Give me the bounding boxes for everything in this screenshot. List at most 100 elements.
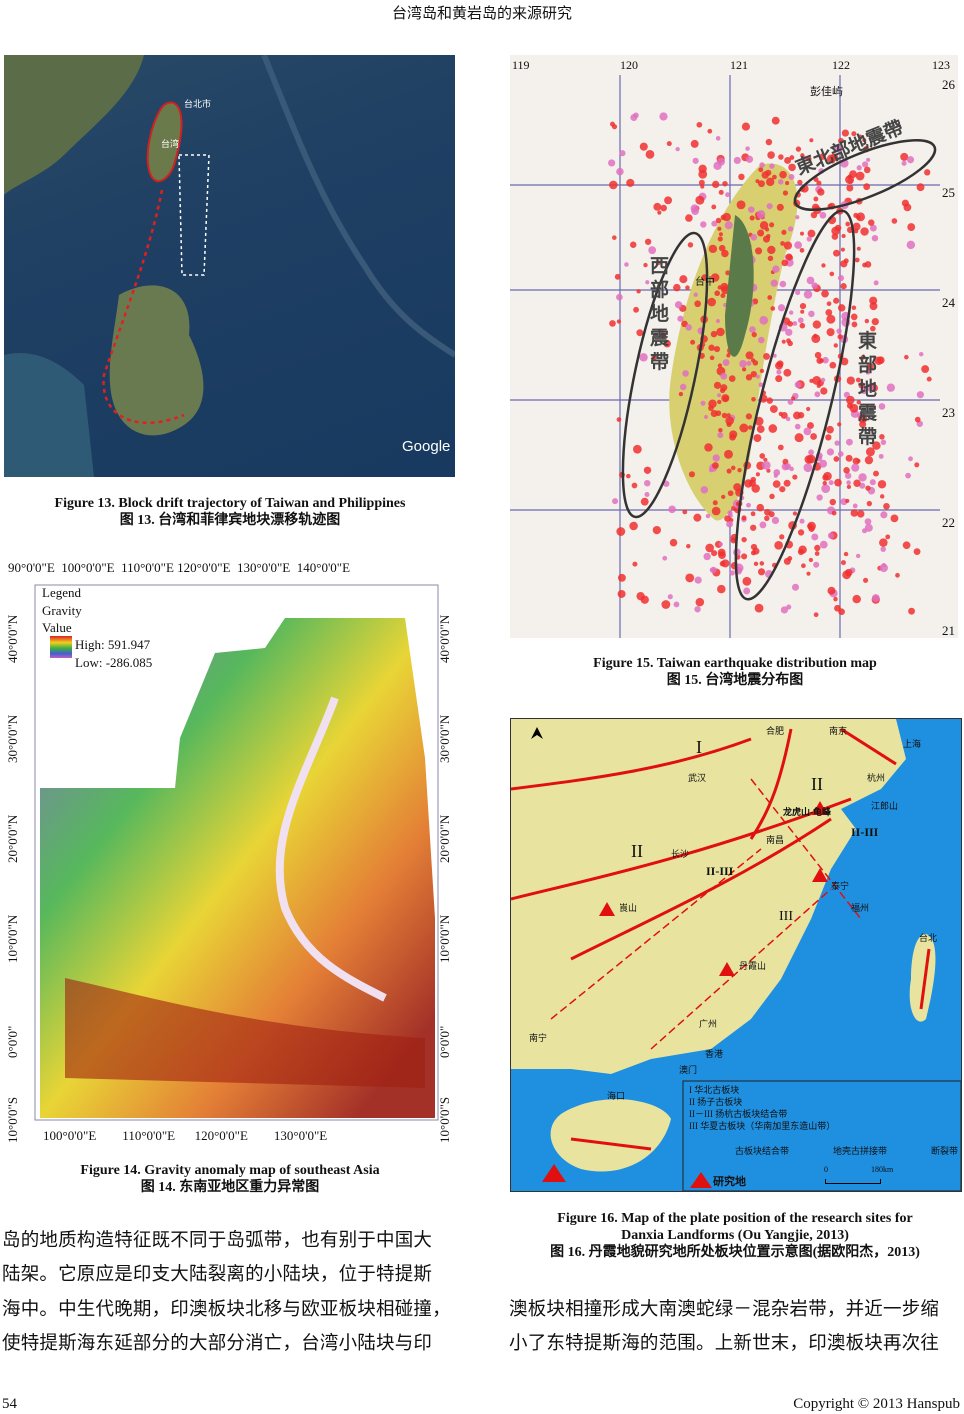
earthquake-dot <box>722 359 730 367</box>
earthquake-dot <box>879 494 885 499</box>
earthquake-dot <box>682 509 688 515</box>
earthquake-dot <box>819 153 826 160</box>
earthquake-dot <box>785 328 793 336</box>
text-line: 海中。中生代晚期，印澳板块北移与欧亚板块相碰撞， <box>2 1298 451 1320</box>
earthquake-dot <box>766 234 771 239</box>
earthquake-dot <box>797 179 803 186</box>
earthquake-dot <box>908 607 915 615</box>
earthquake-dot <box>756 503 765 512</box>
earthquake-dot <box>822 356 829 364</box>
earthquake-dot <box>616 167 624 176</box>
earthquake-dot <box>686 543 691 549</box>
earthquake-dot <box>826 314 836 324</box>
earthquake-dot <box>864 318 870 324</box>
earthquake-dot <box>655 260 661 266</box>
earthquake-dot <box>644 492 650 498</box>
earthquake-dot <box>807 229 816 238</box>
earthquake-dot <box>814 391 821 398</box>
earthquake-dot <box>868 219 875 226</box>
earthquake-dot <box>782 190 789 196</box>
earthquake-dot <box>717 157 726 166</box>
earthquake-dot <box>751 331 757 338</box>
earthquake-dot <box>830 159 835 164</box>
earthquake-dot <box>819 540 828 549</box>
fig14-graphic <box>34 584 439 1121</box>
earthquake-dot <box>755 472 760 477</box>
earthquake-dot <box>640 595 649 604</box>
site-triangle-icon <box>690 1172 712 1188</box>
earthquake-dot <box>756 210 766 219</box>
earthquake-dot <box>722 180 728 187</box>
earthquake-dot <box>717 285 722 290</box>
earthquake-dot <box>865 383 874 392</box>
earthquake-dot <box>643 262 648 268</box>
earthquake-dot <box>745 374 753 381</box>
place: 龙虎山-龟峰 <box>783 807 831 817</box>
earthquake-dot <box>717 236 723 242</box>
fig13-graphic <box>4 55 455 477</box>
earthquake-dot <box>908 456 913 462</box>
tick: 110°0'0"E <box>122 1128 176 1143</box>
earthquake-dot <box>891 218 898 224</box>
earthquake-dot <box>794 423 801 430</box>
earthquake-dot <box>778 179 784 185</box>
earthquake-dot <box>763 457 768 462</box>
tick: 25 <box>942 185 955 200</box>
earthquake-dot <box>652 525 661 535</box>
earthquake-dot <box>826 328 835 337</box>
earthquake-dot <box>803 463 813 473</box>
earthquake-dot <box>795 290 801 296</box>
earthquake-dot <box>890 514 899 523</box>
earthquake-dot <box>710 566 717 574</box>
earthquake-dot <box>799 322 806 329</box>
running-header: 台湾岛和黄岩岛的来源研究 <box>391 4 572 22</box>
earthquake-dot <box>851 131 857 137</box>
earthquake-dot <box>767 151 775 159</box>
earthquake-dot <box>863 166 871 174</box>
earthquake-dot <box>866 157 871 162</box>
earthquake-dot <box>780 606 789 614</box>
earthquake-dot <box>718 427 723 433</box>
earthquake-dot <box>872 441 881 450</box>
earthquake-dot <box>799 247 805 253</box>
earthquake-dot <box>753 434 762 443</box>
earthquake-dot <box>814 351 822 359</box>
place: 福州 <box>851 903 870 913</box>
earthquake-dot <box>776 360 784 368</box>
earthquake-dot <box>813 196 819 202</box>
earthquake-dot <box>789 155 795 160</box>
earthquake-dot <box>811 282 818 289</box>
page-number: 54 <box>2 1396 17 1412</box>
earthquake-dot <box>787 399 794 405</box>
tick: 121 <box>730 58 748 72</box>
earthquake-dot <box>828 480 834 486</box>
earthquake-dot <box>677 315 684 322</box>
place: 澳门 <box>679 1065 698 1075</box>
earthquake-dot <box>863 577 869 583</box>
earthquake-dot <box>717 393 722 398</box>
earthquake-dot <box>811 334 821 344</box>
earthquake-dot <box>750 511 756 517</box>
earthquake-dot <box>846 438 853 446</box>
earthquake-dot <box>829 271 835 277</box>
earthquake-dot <box>616 527 626 536</box>
earthquake-dot <box>759 561 765 566</box>
earthquake-dot <box>837 334 843 340</box>
earthquake-dot <box>777 444 784 451</box>
body-text-right: 澳板块相撞形成大南澳蛇绿－混杂岩带，并近一步缩 小了东特提斯海的范围。上新世末，… <box>509 1293 961 1362</box>
place: 台北 <box>919 933 938 943</box>
earthquake-dot <box>785 416 791 422</box>
earthquake-dot <box>833 456 840 462</box>
earthquake-dot <box>862 138 867 143</box>
earthquake-dot <box>729 433 736 441</box>
legend-fault: 断裂带 <box>931 1146 959 1156</box>
earthquake-dot <box>880 439 887 445</box>
legend-crust: 地壳古拼接带 <box>833 1146 888 1156</box>
earthquake-dot <box>792 321 798 326</box>
earthquake-dot <box>852 594 861 604</box>
earthquake-dot <box>726 353 731 358</box>
earthquake-dot <box>781 229 787 235</box>
earthquake-dot <box>916 183 925 192</box>
lat-tick: 40°0'0"N <box>437 614 452 663</box>
earthquake-dot <box>685 324 692 331</box>
